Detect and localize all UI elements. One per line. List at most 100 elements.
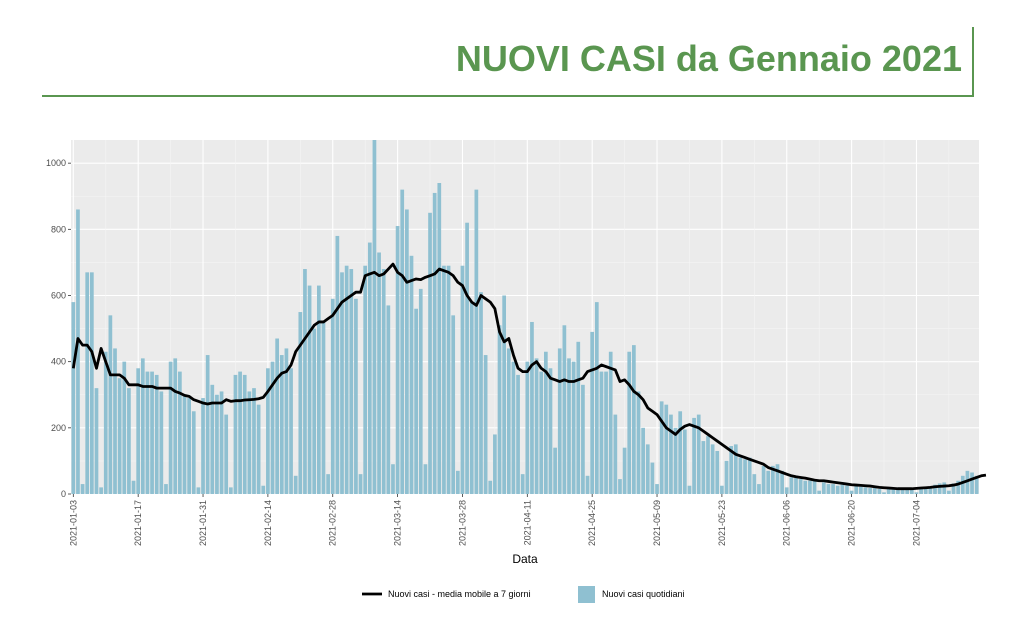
bar	[455, 470, 460, 494]
bar	[270, 361, 275, 494]
bar	[636, 391, 641, 494]
bar	[970, 472, 974, 494]
bar	[344, 265, 349, 494]
bar	[766, 470, 771, 494]
bar	[585, 475, 590, 494]
bar	[266, 368, 270, 494]
bar	[293, 475, 298, 494]
y-tick-label: 800	[51, 224, 66, 234]
bar	[432, 192, 437, 495]
bar	[696, 414, 701, 494]
bar	[798, 479, 803, 494]
bar	[196, 487, 201, 494]
legend-bar-label: Nuovi casi quotidiani	[602, 589, 685, 599]
bar	[655, 484, 659, 494]
bar	[632, 345, 636, 494]
bar	[826, 484, 831, 494]
bar	[794, 477, 798, 494]
bar	[757, 484, 761, 494]
bar	[664, 404, 669, 494]
bar	[516, 374, 520, 494]
bar	[724, 460, 729, 494]
bar	[891, 488, 896, 494]
bar	[627, 351, 632, 494]
x-tick-label: 2021-02-14	[263, 500, 273, 546]
bar	[127, 388, 131, 494]
bar	[349, 269, 354, 494]
x-tick-label: 2021-06-20	[847, 500, 857, 546]
bar	[164, 484, 168, 494]
legend: Nuovi casi - media mobile a 7 giorni Nuo…	[362, 586, 685, 603]
x-tick-label: 2021-07-04	[911, 500, 921, 546]
bar	[715, 450, 720, 494]
bar	[525, 361, 530, 494]
x-tick-label: 2021-04-25	[587, 500, 597, 546]
bar	[576, 341, 581, 494]
bar	[942, 482, 947, 494]
bar	[103, 351, 108, 494]
bar	[974, 475, 979, 494]
bar	[159, 391, 164, 494]
bar	[747, 457, 752, 494]
bar	[775, 464, 780, 494]
bar	[279, 355, 284, 494]
bar	[131, 480, 136, 494]
bar	[145, 371, 150, 494]
bar	[405, 209, 409, 495]
bar	[256, 404, 261, 494]
bar	[877, 489, 882, 494]
bar	[228, 487, 233, 494]
bar	[423, 464, 428, 494]
bar	[85, 272, 90, 494]
bar	[242, 374, 247, 494]
bar	[831, 484, 835, 494]
bar	[960, 475, 965, 494]
x-tick-label: 2021-01-31	[198, 500, 208, 546]
bar	[307, 285, 312, 494]
bar	[590, 331, 595, 494]
y-tick-label: 200	[51, 423, 66, 433]
bar	[701, 441, 706, 494]
bar	[483, 355, 488, 494]
bar	[548, 368, 553, 494]
bar	[511, 361, 516, 494]
bar	[488, 480, 493, 494]
x-tick-label: 2021-02-28	[328, 500, 338, 546]
bar	[849, 490, 854, 494]
bar	[89, 272, 94, 494]
bar	[178, 371, 182, 494]
bar	[479, 292, 483, 494]
bar	[409, 255, 414, 494]
bar	[201, 398, 205, 494]
bar	[493, 434, 497, 494]
bar	[909, 488, 914, 494]
y-axis: 0 200 400 600 800 1000	[46, 158, 71, 499]
bar	[553, 447, 557, 494]
x-axis-title: Data	[512, 552, 538, 566]
bar	[965, 470, 970, 494]
bar	[613, 414, 618, 494]
bar	[506, 348, 511, 494]
bar	[275, 338, 280, 494]
bar	[733, 444, 738, 494]
bar	[446, 265, 451, 494]
bar	[835, 485, 840, 494]
bar	[451, 315, 456, 494]
bar	[761, 465, 766, 494]
bar	[780, 470, 784, 494]
page-title: NUOVI CASI da Gennaio 2021	[455, 38, 962, 79]
bar	[720, 485, 724, 494]
bar	[872, 488, 877, 494]
bar	[956, 480, 961, 494]
bar	[330, 298, 335, 494]
bar	[99, 487, 103, 494]
bar	[154, 374, 159, 494]
bar	[372, 140, 377, 494]
bar	[710, 444, 715, 494]
bar	[854, 485, 859, 494]
x-axis: 2021-01-03 2021-01-17 2021-01-31 2021-02-14…	[68, 494, 921, 546]
x-tick-label: 2021-06-06	[782, 500, 792, 546]
bar	[863, 487, 868, 494]
bar	[817, 490, 822, 494]
bar	[812, 480, 817, 494]
